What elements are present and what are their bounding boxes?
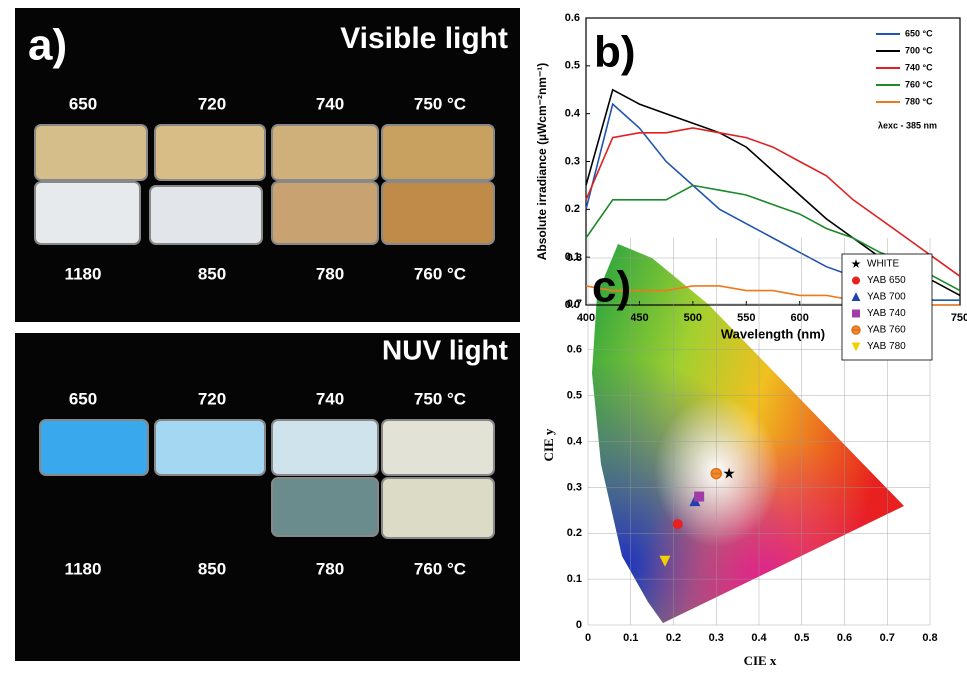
legend-label: 700 °C [905, 45, 933, 55]
x-axis-label: CIE x [744, 653, 777, 668]
sample-label: 850 [198, 264, 226, 283]
series-line [585, 127, 961, 277]
y-tick-label: 0.5 [565, 60, 580, 72]
legend-label: 760 °C [905, 79, 933, 89]
x-tick-label: 600 [791, 312, 809, 324]
sample-label: 650 [69, 389, 97, 408]
legend-label: YAB 760 [867, 325, 906, 336]
legend-label: YAB 780 [867, 341, 906, 352]
x-tick-label: 0.5 [794, 632, 809, 644]
data-point [659, 555, 671, 567]
sample-label: 850 [198, 559, 226, 578]
data-point [723, 467, 735, 479]
x-tick-label: 750 [951, 312, 967, 324]
legend-marker [852, 309, 860, 318]
sample-label: 1180 [65, 264, 102, 283]
data-point [710, 467, 723, 480]
sample-label: 780 [316, 264, 344, 283]
annotation: λexc - 385 nm [878, 120, 937, 130]
data-point [672, 519, 683, 530]
x-tick-label: 0.3 [709, 632, 724, 644]
sample-label: 720 [198, 94, 226, 113]
x-tick-label: 0.1 [623, 632, 638, 644]
y-tick-label: 0.1 [565, 251, 580, 263]
sample-label: 780 [316, 559, 344, 578]
legend-label: 650 °C [905, 28, 933, 38]
y-axis-label: Absolute irradiance (µWcm⁻²nm⁻¹) [535, 63, 549, 261]
y-tick-label: 0.4 [567, 435, 583, 447]
cie-gamut [592, 244, 904, 623]
sample-label: 750 °C [414, 94, 466, 113]
data-point [694, 491, 705, 502]
legend-marker [851, 342, 861, 352]
x-tick-label: 0.2 [666, 632, 681, 644]
trays [34, 124, 495, 539]
sample-label: 760 °C [414, 559, 466, 578]
legend-marker [851, 292, 861, 301]
panel-title: Visible light [340, 22, 508, 55]
legend-label: YAB 650 [867, 275, 906, 286]
sample-label: 750 °C [414, 389, 466, 408]
legend-marker [851, 259, 861, 268]
y-tick-label: 0.8 [567, 252, 582, 264]
panel-label: a) [28, 21, 67, 70]
y-tick-label: 0.2 [567, 527, 582, 539]
y-tick-label: 0 [576, 619, 582, 631]
panel-label: b) [594, 28, 636, 77]
x-tick-label: 0.8 [922, 632, 937, 644]
sample-label: 1180 [65, 559, 102, 578]
y-tick-label: 0.4 [565, 108, 581, 120]
x-tick-label: 500 [684, 312, 702, 324]
sample-label: 650 [69, 94, 97, 113]
legend-label: YAB 740 [867, 308, 906, 319]
legend-label: WHITE [867, 259, 900, 270]
sample-label: 740 [316, 389, 344, 408]
x-tick-label: 450 [630, 312, 648, 324]
legend-label: YAB 700 [867, 292, 906, 303]
y-tick-label: 0.6 [567, 344, 582, 356]
x-tick-label: 550 [737, 312, 755, 324]
y-tick-label: 0.6 [565, 12, 580, 24]
sample-label: 720 [198, 389, 226, 408]
x-tick-label: 0.7 [880, 632, 895, 644]
x-tick-label: 400 [577, 312, 595, 324]
x-axis-label: Wavelength (nm) [721, 326, 825, 341]
legend-label: 780 °C [905, 96, 933, 106]
y-tick-label: 0.0 [565, 299, 580, 311]
legend-marker [852, 276, 860, 285]
legend-label: 740 °C [905, 62, 933, 72]
y-tick-label: 0.5 [567, 390, 582, 402]
panel-title: NUV light [382, 334, 508, 365]
x-tick-label: 0.4 [751, 632, 767, 644]
y-axis-label: CIE y [541, 428, 556, 461]
legend-marker [851, 325, 861, 335]
legend-box [841, 253, 933, 361]
y-tick-label: 0.3 [567, 481, 582, 493]
y-tick-label: 0.3 [565, 155, 580, 167]
sample-label: 760 °C [414, 264, 466, 283]
x-tick-label: 0 [585, 632, 591, 644]
y-tick-label: 0.2 [565, 203, 580, 215]
y-tick-label: 0.7 [567, 298, 582, 310]
sample-label: 740 [316, 94, 344, 113]
y-tick-label: 0.1 [567, 573, 582, 585]
x-tick-label: 0.6 [837, 632, 852, 644]
panel-label: c) [592, 263, 631, 312]
